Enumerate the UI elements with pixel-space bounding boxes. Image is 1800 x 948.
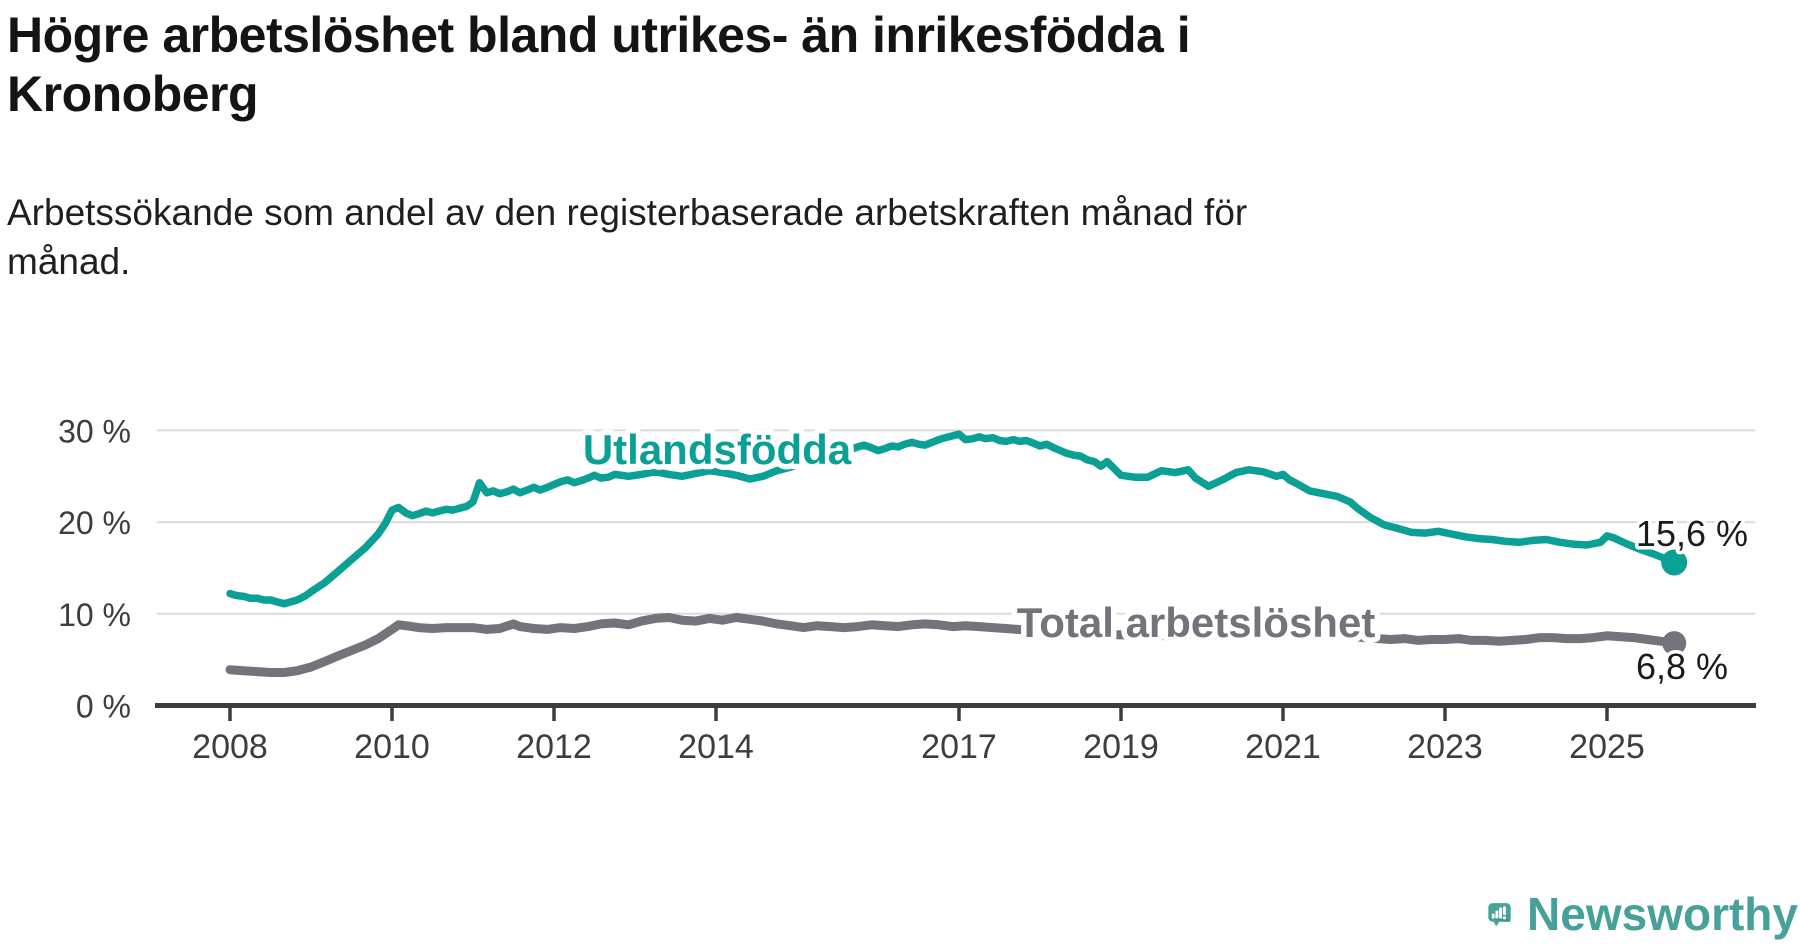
y-tick-label-30: 30 %	[58, 413, 131, 449]
series-end-value-utlandsfodda: 15,6 %	[1636, 513, 1748, 554]
page-title: Högre arbetslöshet bland utrikes- än inr…	[7, 6, 1527, 123]
series-label-utlandsfodda: Utlandsfödda	[583, 426, 852, 473]
x-tick-label-2017: 2017	[921, 728, 997, 766]
x-tick-label-2014: 2014	[678, 728, 754, 766]
page-title-line-2: Kronoberg	[7, 65, 259, 122]
x-tick-label-2019: 2019	[1083, 728, 1159, 766]
logo-bar-3	[1499, 907, 1503, 919]
x-tick-label-2025: 2025	[1569, 728, 1645, 766]
series-line-total-arbetsloshet	[225, 613, 1679, 677]
newsworthy-logo: Newsworthy	[1486, 880, 1798, 948]
page-title-line-1: Högre arbetslöshet bland utrikes- än inr…	[7, 7, 1191, 63]
y-tick-label-20: 20 %	[58, 505, 131, 541]
series-end-value-total-arbetsloshet: 6,8 %	[1636, 646, 1728, 687]
y-tick-label-0: 0 %	[76, 689, 131, 725]
x-tick-label-2010: 2010	[354, 728, 430, 766]
logo-bubble-tail	[1492, 920, 1501, 927]
chart-subtitle-line-1: Arbetssökande som andel av den registerb…	[7, 192, 1248, 233]
series-line-utlandsfodda	[226, 430, 1678, 608]
series-end-dot-utlandsfodda	[1661, 549, 1688, 576]
series-end-dot-total-arbetsloshet	[1662, 631, 1687, 656]
x-tick-label-2021: 2021	[1245, 728, 1321, 766]
logo-exclamation-dot	[1502, 916, 1506, 920]
logo-bar-2	[1495, 910, 1499, 919]
newsworthy-logo-icon	[1488, 903, 1511, 927]
series-label-total-arbetsloshet: Total arbetslöshet	[1017, 599, 1376, 646]
y-tick-label-10: 10 %	[58, 597, 131, 633]
x-tick-label-2008: 2008	[192, 728, 268, 766]
x-tick-label-2012: 2012	[516, 728, 592, 766]
x-tick-label-2023: 2023	[1407, 728, 1483, 766]
logo-exclamation-bar	[1503, 906, 1506, 916]
chart-subtitle-line-2: månad.	[7, 241, 131, 283]
logo-bar-1	[1491, 913, 1495, 919]
chart-subtitle: Arbetssökande som andel av den registerb…	[7, 188, 1507, 286]
newsworthy-logo-text: Newsworthy	[1527, 888, 1798, 940]
